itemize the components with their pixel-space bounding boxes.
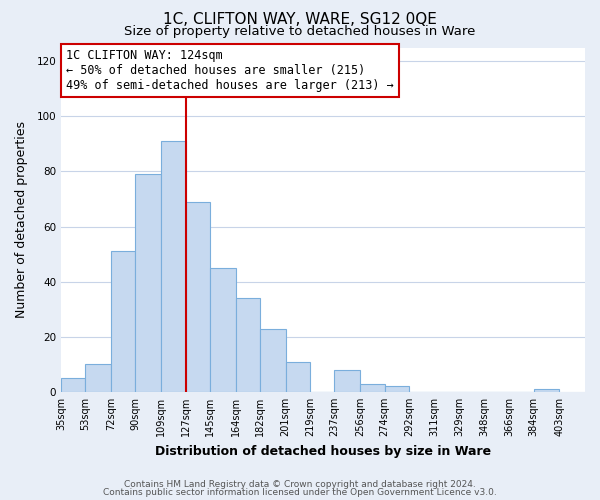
Text: Size of property relative to detached houses in Ware: Size of property relative to detached ho… (124, 25, 476, 38)
Bar (136, 174, 161, 392)
Bar (210, 268, 236, 392)
Bar (185, 202, 210, 392)
Bar (85, 364, 111, 392)
X-axis label: Distribution of detached houses by size in Ware: Distribution of detached houses by size … (155, 444, 491, 458)
Text: 1C, CLIFTON WAY, WARE, SG12 0QE: 1C, CLIFTON WAY, WARE, SG12 0QE (163, 12, 437, 28)
Bar (260, 328, 286, 392)
Bar (61, 378, 85, 392)
Bar (161, 141, 185, 392)
Bar (236, 298, 260, 392)
Bar (111, 252, 136, 392)
Text: 1C CLIFTON WAY: 124sqm
← 50% of detached houses are smaller (215)
49% of semi-de: 1C CLIFTON WAY: 124sqm ← 50% of detached… (66, 49, 394, 92)
Text: Contains HM Land Registry data © Crown copyright and database right 2024.: Contains HM Land Registry data © Crown c… (124, 480, 476, 489)
Y-axis label: Number of detached properties: Number of detached properties (15, 121, 28, 318)
Bar (334, 370, 360, 392)
Text: Contains public sector information licensed under the Open Government Licence v3: Contains public sector information licen… (103, 488, 497, 497)
Bar (385, 386, 409, 392)
Bar (360, 384, 385, 392)
Bar (533, 389, 559, 392)
Bar (286, 362, 310, 392)
